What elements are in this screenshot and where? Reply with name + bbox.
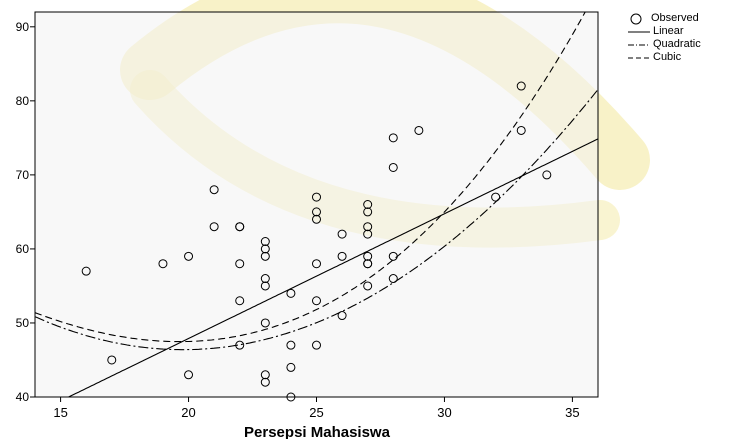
data-point bbox=[312, 259, 321, 269]
legend-label: Observed bbox=[651, 12, 699, 24]
data-point bbox=[260, 237, 270, 247]
data-point bbox=[414, 125, 424, 135]
y-tick-label: 60 bbox=[16, 242, 30, 256]
data-point bbox=[491, 192, 501, 202]
data-point bbox=[235, 340, 245, 350]
y-tick-label: 50 bbox=[16, 316, 30, 330]
data-point bbox=[516, 125, 526, 135]
fit-line-cubic bbox=[35, 12, 586, 343]
data-point bbox=[363, 251, 373, 261]
data-point bbox=[158, 259, 168, 269]
x-tick-label: 20 bbox=[181, 405, 195, 420]
data-point bbox=[81, 266, 91, 276]
data-point bbox=[209, 222, 219, 232]
data-point bbox=[286, 362, 296, 372]
data-point bbox=[337, 311, 347, 321]
data-point bbox=[286, 392, 296, 402]
data-point bbox=[286, 288, 296, 298]
data-point bbox=[260, 244, 270, 254]
data-point bbox=[235, 296, 245, 306]
data-point bbox=[286, 340, 296, 350]
data-point bbox=[260, 377, 270, 387]
x-tick-label: 30 bbox=[437, 405, 451, 420]
data-point bbox=[388, 274, 398, 284]
x-axis-label: Persepsi Mahasiswa bbox=[244, 424, 391, 439]
legend-label: Linear bbox=[653, 25, 684, 37]
data-point bbox=[312, 207, 321, 217]
fit-lines bbox=[35, 12, 598, 397]
solid-line-icon bbox=[628, 31, 650, 33]
legend: Observed Linear Quadratic Cubic bbox=[626, 12, 736, 64]
y-tick-label: 80 bbox=[16, 94, 30, 108]
x-tick-label: 15 bbox=[53, 405, 67, 420]
data-point bbox=[260, 281, 270, 291]
data-point bbox=[363, 222, 373, 232]
data-point bbox=[260, 370, 270, 380]
x-tick-label: 35 bbox=[565, 405, 579, 420]
legend-item-cubic: Cubic bbox=[626, 51, 736, 64]
fit-line-quadratic bbox=[35, 89, 598, 351]
dashed-line-icon bbox=[628, 57, 650, 59]
data-point bbox=[235, 222, 245, 232]
data-point bbox=[388, 251, 398, 261]
data-point bbox=[184, 370, 194, 380]
data-point bbox=[260, 274, 270, 284]
data-point bbox=[260, 318, 270, 328]
legend-label: Quadratic bbox=[653, 38, 701, 50]
data-points bbox=[81, 81, 552, 402]
data-point bbox=[235, 259, 245, 269]
dash-dot-line-icon bbox=[628, 44, 650, 46]
data-point bbox=[312, 296, 321, 306]
y-tick-label: 70 bbox=[16, 168, 30, 182]
legend-item-quadratic: Quadratic bbox=[626, 38, 736, 51]
plot-area bbox=[34, 11, 599, 398]
y-tick-label: 40 bbox=[16, 390, 30, 404]
x-tick-label: 25 bbox=[309, 405, 323, 420]
data-point bbox=[312, 214, 321, 224]
data-point bbox=[363, 259, 373, 269]
data-point bbox=[388, 162, 398, 172]
axes: 15 20 25 30 35 40 50 60 70 80 90 bbox=[16, 20, 580, 420]
data-point bbox=[209, 185, 219, 195]
data-point bbox=[388, 133, 398, 143]
data-point bbox=[516, 81, 526, 91]
data-point bbox=[363, 281, 373, 291]
data-point bbox=[184, 251, 194, 261]
data-point bbox=[363, 229, 373, 239]
legend-label: Cubic bbox=[653, 51, 682, 63]
data-point bbox=[260, 251, 270, 261]
circle-icon bbox=[630, 13, 642, 25]
legend-item-linear: Linear bbox=[626, 25, 736, 38]
data-point bbox=[337, 229, 347, 239]
data-point bbox=[312, 192, 321, 202]
legend-item-observed: Observed bbox=[626, 12, 736, 25]
data-point bbox=[337, 251, 347, 261]
data-point bbox=[363, 207, 373, 217]
data-point bbox=[542, 170, 552, 180]
data-point bbox=[107, 355, 117, 365]
y-tick-label: 90 bbox=[16, 20, 30, 34]
fit-line-linear bbox=[67, 138, 598, 397]
data-point bbox=[363, 200, 373, 209]
data-point bbox=[312, 340, 321, 350]
